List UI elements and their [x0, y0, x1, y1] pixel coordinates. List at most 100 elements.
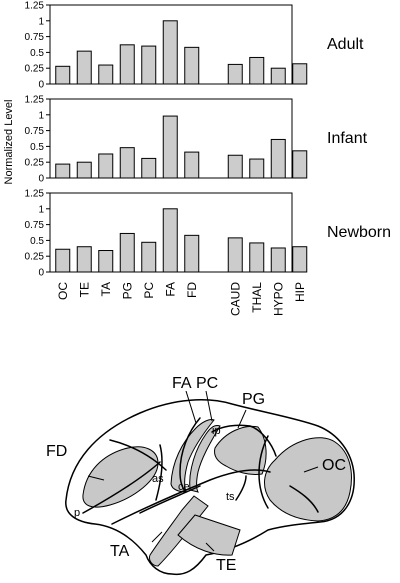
sulcus-intraparietal	[211, 424, 277, 457]
y-tick-label: 0.5	[30, 48, 44, 59]
y-tick-label: 0	[38, 174, 44, 185]
x-tick-label-hypo: HYPO	[271, 282, 285, 316]
bar-pg	[119, 147, 135, 179]
y-tick-label: 0.25	[25, 252, 45, 263]
bar-charts: 0 0.25 0.5 0.75 1 1.25 Adult 0 0.25 0.5 0.75 1 1.25 I…	[25, 1, 392, 317]
sulcus-oc-fold	[289, 485, 319, 513]
bar-fa	[162, 208, 178, 273]
y-tick-label: 1	[38, 204, 44, 215]
label-ts: ts	[226, 491, 235, 503]
bar-pc	[141, 241, 157, 273]
sulcus-ts	[235, 475, 247, 501]
sulcus-labels: ip as ce ts p	[74, 425, 235, 519]
label-ip: ip	[212, 425, 221, 437]
y-tick-label: 0.75	[25, 32, 45, 43]
y-tick-label: 1.25	[25, 189, 45, 200]
bar-fa	[162, 20, 178, 85]
sulcus-lunate	[258, 435, 269, 509]
y-tick-label: 0	[38, 268, 44, 279]
x-tick-label-caud: CAUD	[228, 282, 242, 316]
sulcus-principalis	[82, 461, 161, 514]
label-pointers	[87, 390, 319, 552]
region-ta	[149, 495, 209, 567]
region-te	[177, 514, 241, 556]
brain-outline	[65, 399, 355, 576]
bar-pg	[119, 44, 135, 85]
bar-te	[76, 50, 92, 85]
bar-hip	[292, 246, 308, 273]
label-fa: FA	[172, 375, 192, 392]
brain-diagram	[65, 399, 355, 576]
label-te: TE	[216, 557, 236, 574]
sulcus-temporal-sup	[111, 469, 271, 525]
x-tick-label-te: TE	[77, 282, 91, 297]
label-ce: ce	[178, 481, 190, 493]
bar-hip	[292, 150, 308, 179]
sulcus-sylvian	[139, 485, 201, 514]
panel-title: Infant	[327, 130, 368, 147]
x-tick-label-hip: HIP	[293, 282, 307, 302]
y-tick-label: 1.25	[25, 95, 45, 106]
chart-panel-newborn: 0 0.25 0.5 0.75 1 1.25 Newborn	[25, 189, 392, 279]
label-as: as	[152, 473, 164, 485]
region-pc	[189, 425, 221, 493]
y-tick-label: 0.75	[25, 220, 45, 231]
y-tick-label: 0.75	[25, 126, 45, 137]
y-tick-label: 1	[38, 16, 44, 27]
bar-hypo	[270, 138, 286, 179]
chart-panel-adult: 0 0.25 0.5 0.75 1 1.25 Adult	[25, 1, 364, 91]
bar-pc	[141, 45, 157, 85]
sulcus-central	[179, 417, 201, 493]
bar-fd	[184, 151, 200, 179]
bar-hypo	[270, 67, 286, 85]
region-pg	[214, 425, 267, 475]
bar-thal	[249, 158, 265, 179]
bar-ta	[98, 250, 114, 273]
x-tick-label-pg: PG	[120, 282, 134, 299]
y-tick-label: 0.5	[30, 236, 44, 247]
chart-panel-infant: 0 0.25 0.5 0.75 1 1.25 Infant	[25, 95, 368, 185]
panel-title: Newborn	[327, 224, 391, 241]
y-tick-label: 0.25	[25, 158, 45, 169]
y-tick-label: 1	[38, 110, 44, 121]
bar-oc	[55, 248, 71, 273]
label-p: p	[74, 507, 80, 519]
bar-thal	[249, 56, 265, 85]
x-tick-label-thal: THAL	[250, 282, 264, 313]
panel-title: Adult	[327, 36, 364, 53]
x-tick-label-pc: PC	[142, 282, 156, 299]
sulcus-arcuate	[109, 439, 167, 501]
y-tick-label: 0	[38, 80, 44, 91]
x-tick-label-ta: TA	[99, 282, 113, 296]
region-oc	[264, 437, 352, 522]
bar-te	[76, 246, 92, 273]
y-tick-label: 0.5	[30, 142, 44, 153]
bar-oc	[55, 163, 71, 179]
bar-pg	[119, 232, 135, 273]
x-tick-label-fd: FD	[185, 282, 199, 298]
bar-fd	[184, 234, 200, 273]
bar-caud	[227, 63, 243, 85]
bar-fa	[162, 115, 178, 179]
brain-labels: FA PC PG FD OC TA TE	[46, 375, 346, 574]
bar-te	[76, 161, 92, 179]
label-oc: OC	[322, 457, 346, 474]
bar-thal	[249, 242, 265, 273]
label-fd: FD	[46, 443, 67, 460]
label-pg: PG	[242, 391, 265, 408]
bar-pc	[141, 157, 157, 179]
bar-ta	[98, 153, 114, 179]
label-ta: TA	[110, 543, 130, 560]
y-tick-label: 1.25	[25, 1, 45, 12]
bar-hypo	[270, 247, 286, 273]
cortical-regions	[82, 419, 352, 567]
label-pc: PC	[196, 375, 218, 392]
bar-ta	[98, 64, 114, 85]
bar-caud	[227, 154, 243, 179]
bar-caud	[227, 237, 243, 273]
x-tick-label-fa: FA	[163, 282, 177, 297]
bar-hip	[292, 63, 308, 85]
y-tick-label: 0.25	[25, 64, 45, 75]
bar-fd	[184, 46, 200, 85]
